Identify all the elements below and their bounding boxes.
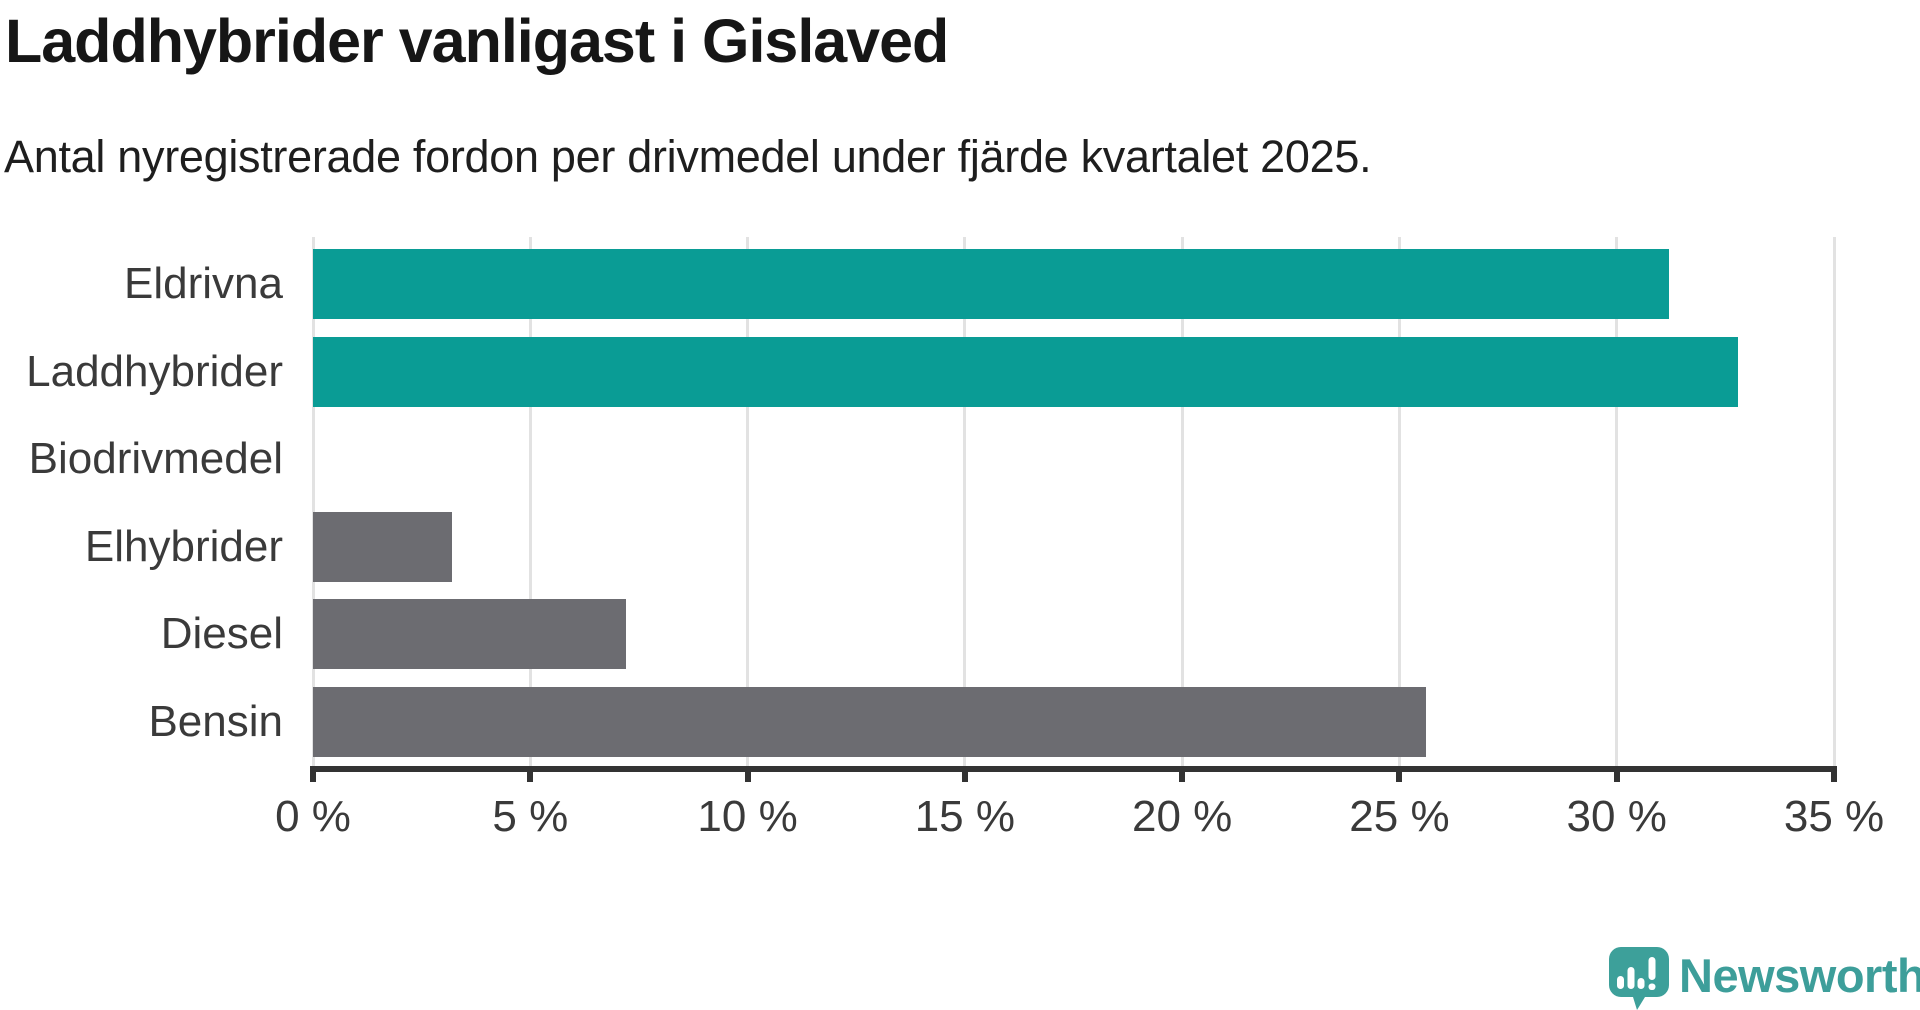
gridline-30 [1615, 237, 1619, 766]
bar-eldrivna [313, 249, 1669, 319]
plot-area [311, 237, 1836, 766]
x-tick-label-15: 15 % [914, 792, 1015, 841]
x-tick-5 [527, 766, 534, 782]
category-label-bensin: Bensin [148, 697, 283, 746]
category-label-diesel: Diesel [160, 609, 283, 659]
x-tick-label-5: 5 % [492, 792, 569, 841]
category-label-elhybrider: Elhybrider [84, 521, 283, 571]
x-tick-10 [744, 766, 751, 782]
category-label-biodrivmedel: Biodrivmedel [28, 434, 283, 484]
gridline-35 [1832, 237, 1836, 766]
x-tick-label-10: 10 % [697, 792, 798, 841]
x-tick-label-30: 30 % [1566, 792, 1667, 841]
newsworthy-bubble-chart-icon [1609, 947, 1669, 1010]
gridline-0 [311, 237, 315, 766]
bar-diesel [313, 599, 626, 670]
gridline-25 [1397, 237, 1401, 766]
newsworthy-logo-text: Newsworthy [1679, 949, 1920, 1002]
chart-subtitle: Antal nyregistrerade fordon per drivmede… [4, 131, 1372, 182]
x-tick-25 [1396, 766, 1403, 782]
x-tick-35 [1831, 766, 1837, 782]
gridline-15 [963, 237, 967, 766]
gridline-20 [1180, 237, 1184, 766]
x-tick-15 [961, 766, 968, 782]
category-label-eldrivna: Eldrivna [124, 259, 283, 308]
bar-elhybrider [313, 511, 453, 582]
x-tick-0 [310, 766, 316, 782]
x-tick-label-25: 25 % [1349, 792, 1450, 841]
x-tick-30 [1613, 766, 1620, 782]
category-label-laddhybrider: Laddhybrider [26, 346, 283, 396]
chart-title: Laddhybrider vanligast i Gislaved [5, 7, 949, 75]
x-tick-label-20: 20 % [1131, 792, 1233, 841]
gridline-5 [528, 237, 532, 766]
x-axis-line [310, 766, 1837, 772]
x-tick-label-35: 35 % [1783, 792, 1885, 841]
x-tick-label-0: 0 % [275, 792, 351, 841]
gridline-10 [746, 237, 750, 766]
x-tick-20 [1179, 766, 1186, 782]
bar-bensin [313, 687, 1426, 757]
newsworthy-logo: Newsworthy [1609, 947, 1920, 1010]
bar-laddhybrider [313, 336, 1739, 407]
